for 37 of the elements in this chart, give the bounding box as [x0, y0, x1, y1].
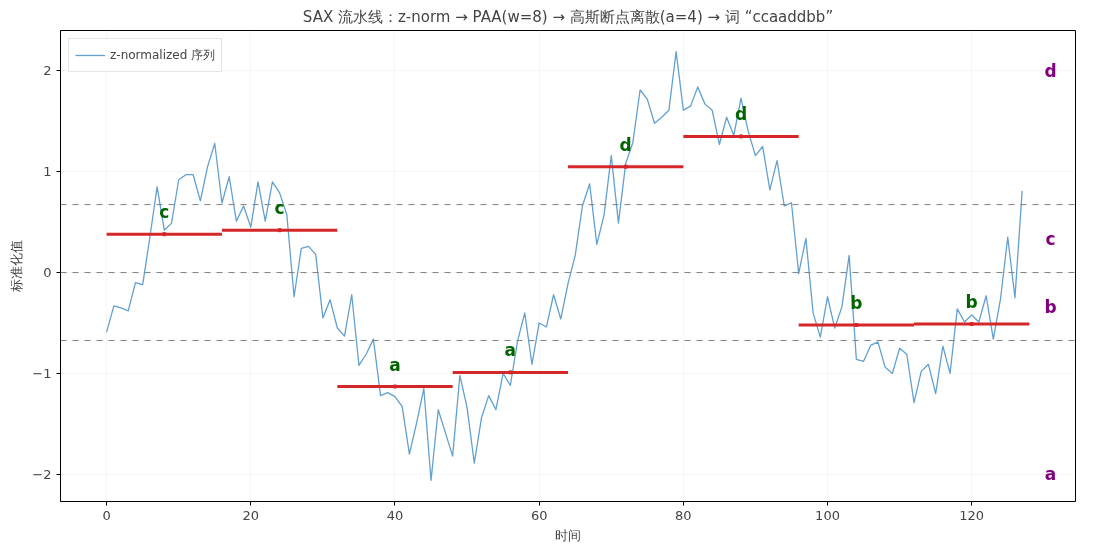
point: [739, 134, 744, 139]
point: [623, 164, 628, 169]
x-tick-label: 100: [815, 507, 840, 523]
x-tick-label: 120: [959, 507, 985, 523]
data-label: b: [965, 291, 978, 312]
y-axis-title: 标准化值: [9, 240, 25, 293]
data-label: b: [850, 293, 863, 313]
y-tick-label: 2: [43, 63, 52, 79]
annotation: b: [1044, 296, 1057, 317]
y-tick-label: 0: [43, 265, 52, 281]
annotation: d: [1044, 60, 1057, 81]
data-label: d: [734, 104, 748, 125]
data-label: c: [274, 198, 285, 219]
data-label: c: [159, 202, 170, 223]
legend-label: z-normalized 序列: [110, 46, 216, 64]
point: [854, 323, 859, 327]
annotation: c: [1045, 228, 1056, 249]
point: [277, 228, 282, 233]
annotation: a: [1044, 464, 1057, 485]
line-series: [105, 51, 1023, 481]
chart-title: SAX 流水线：z-norm → PAA(w=8) → 高斯断点离散(a=4) → 词 “ccaaddbb”: [302, 7, 834, 26]
x-axis-title: 时间: [555, 527, 581, 543]
x-tick-label: 20: [242, 507, 260, 523]
point: [508, 370, 513, 375]
data-label: a: [504, 340, 517, 361]
data-label: a: [389, 354, 401, 375]
y-tick-label: −2: [32, 466, 52, 482]
point: [162, 232, 167, 237]
point: [969, 321, 974, 326]
data-label: d: [619, 134, 632, 155]
x-tick-label: 60: [530, 507, 548, 523]
point: [392, 384, 397, 389]
x-tick-label: 0: [102, 507, 111, 523]
x-tick-label: 40: [386, 507, 404, 523]
y-tick-label: 1: [43, 164, 52, 180]
y-tick-label: −1: [32, 365, 52, 381]
x-tick-label: 80: [675, 507, 692, 523]
